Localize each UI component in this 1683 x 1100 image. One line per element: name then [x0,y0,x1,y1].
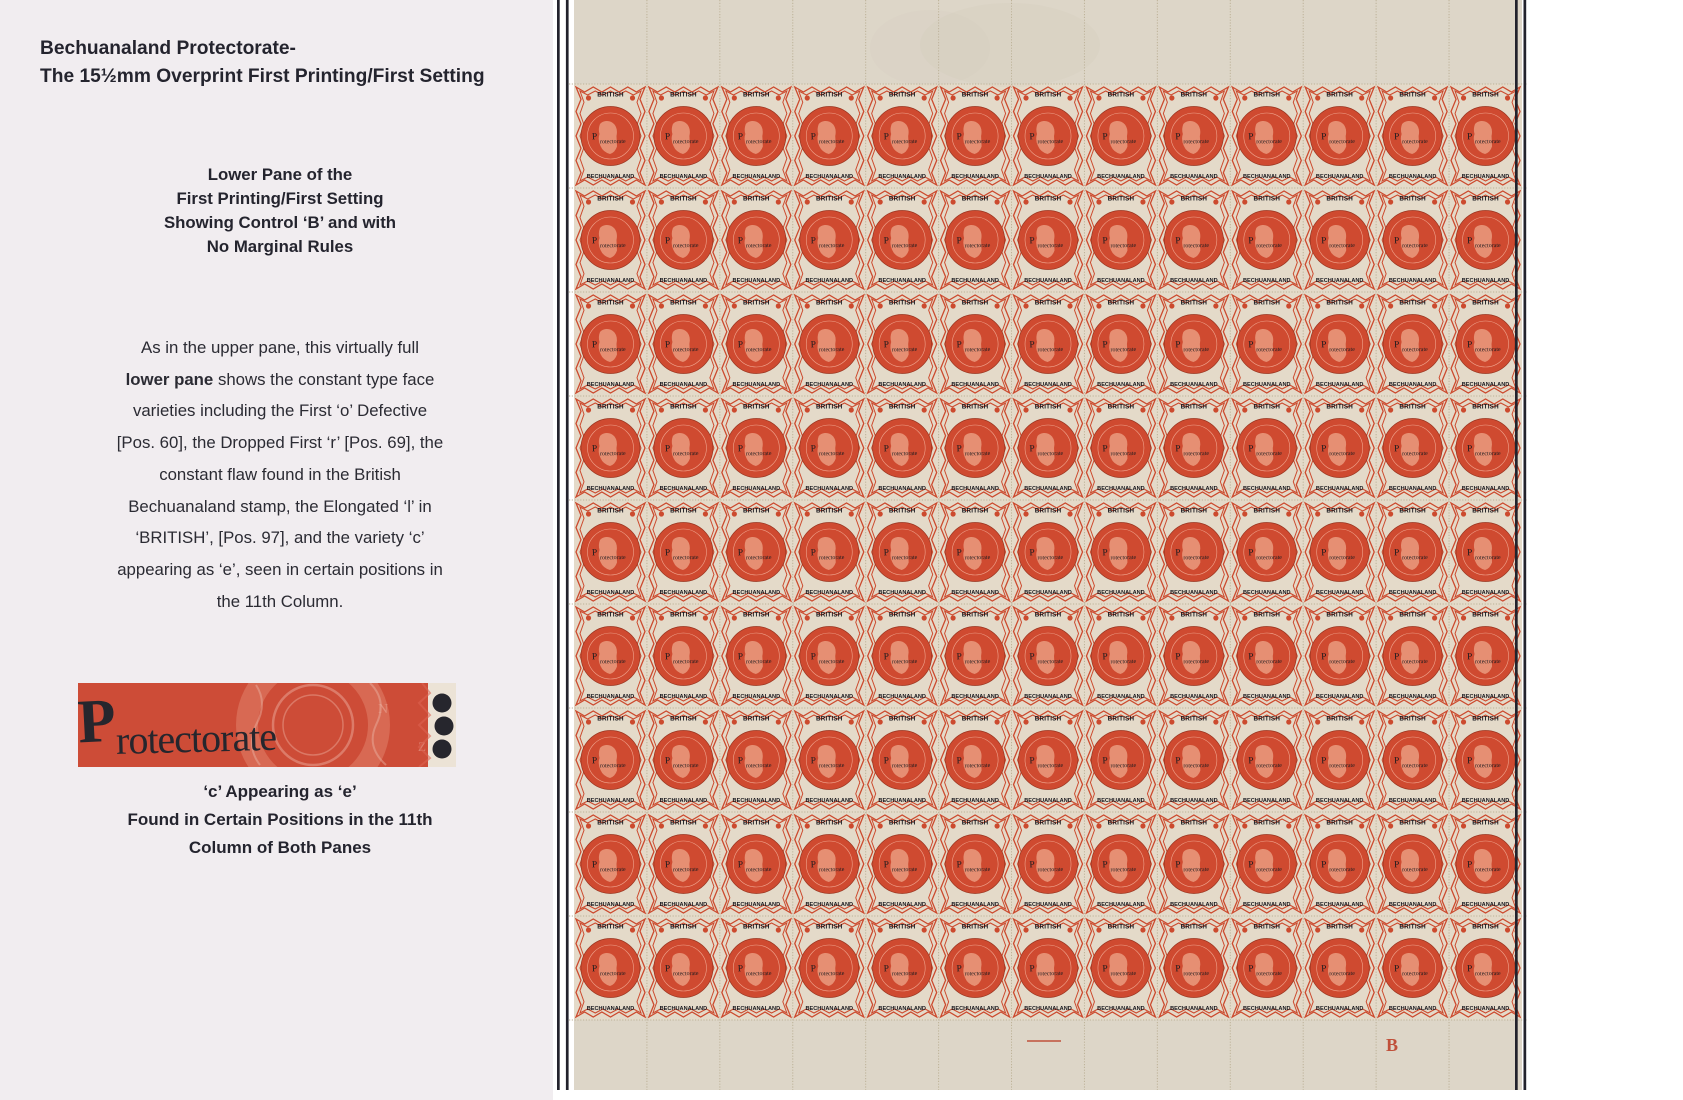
svg-text:rotectorate: rotectorate [115,714,276,763]
svg-text:P: P [78,687,117,757]
svg-text:N: N [378,702,388,717]
svg-text:B: B [1386,1035,1398,1055]
